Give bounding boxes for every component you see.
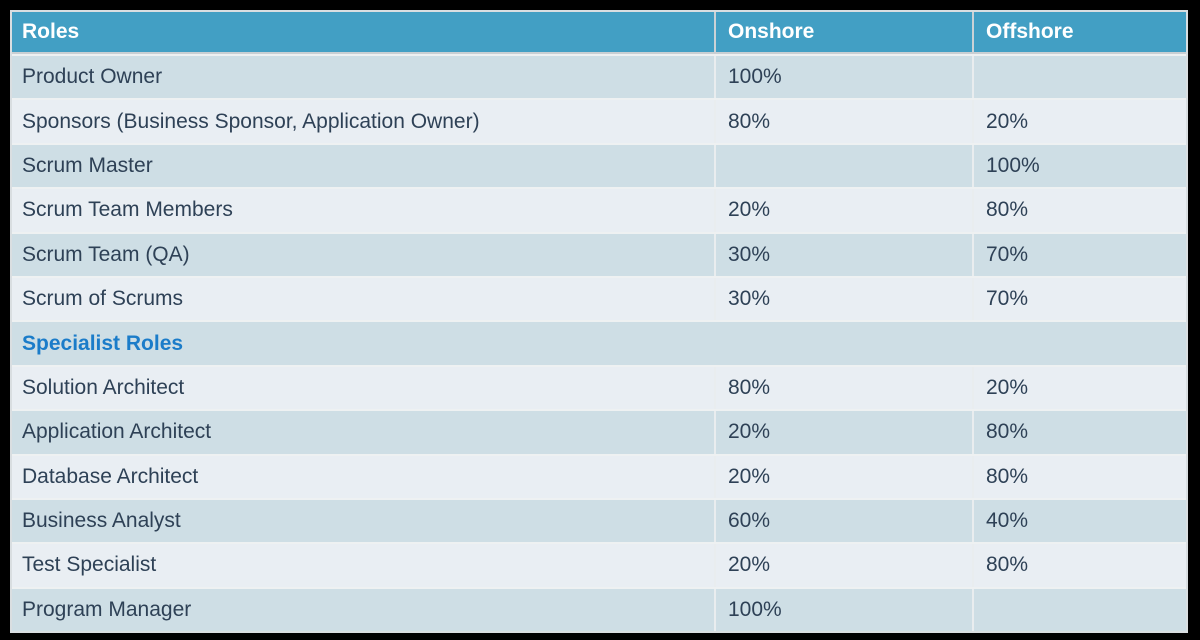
role-cell: Program Manager — [22, 597, 192, 621]
offshore-cell: 80% — [972, 189, 1186, 232]
table-row: Database Architect 20% 80% — [12, 453, 1186, 498]
onshore-cell: 30% — [714, 277, 972, 321]
header-offshore: Offshore — [972, 12, 1186, 52]
offshore-cell: 40% — [972, 499, 1186, 543]
table-header-row: Roles Onshore Offshore — [12, 12, 1186, 54]
onshore-cell: 60% — [714, 499, 972, 543]
role-cell: Scrum Team Members — [22, 198, 233, 222]
table-row: Sponsors (Business Sponsor, Application … — [12, 98, 1186, 143]
offshore-cell: 80% — [972, 455, 1186, 498]
role-cell: Scrum Team (QA) — [22, 242, 190, 266]
role-cell: Sponsors (Business Sponsor, Application … — [22, 109, 480, 133]
table-row: Scrum Team Members 20% 80% — [12, 187, 1186, 232]
table-row: Scrum of Scrums 30% 70% — [12, 275, 1186, 321]
table-row: Product Owner 100% — [12, 54, 1186, 99]
onshore-cell: 30% — [714, 233, 972, 276]
offshore-cell: 70% — [972, 233, 1186, 276]
offshore-cell: 80% — [972, 544, 1186, 587]
role-cell: Database Architect — [22, 464, 199, 488]
header-roles: Roles — [22, 20, 80, 43]
role-cell: Scrum Master — [22, 153, 153, 177]
table-row: Application Architect 20% 80% — [12, 409, 1186, 454]
role-cell: Scrum of Scrums — [22, 287, 184, 311]
table-row: Test Specialist 20% 80% — [12, 542, 1186, 587]
table-row: Scrum Master 100% — [12, 142, 1186, 188]
role-cell: Solution Architect — [22, 375, 185, 399]
header-onshore: Onshore — [714, 12, 972, 52]
role-cell: Test Specialist — [22, 553, 157, 577]
table-row: Solution Architect 80% 20% — [12, 364, 1186, 410]
offshore-cell: 20% — [972, 366, 1186, 410]
table-row: Scrum Team (QA) 30% 70% — [12, 231, 1186, 276]
onshore-cell: 100% — [714, 56, 972, 99]
offshore-cell: 20% — [972, 100, 1186, 143]
role-cell: Business Analyst — [22, 509, 181, 533]
offshore-cell — [972, 588, 1186, 632]
offshore-cell — [972, 56, 1186, 99]
onshore-cell: 20% — [714, 544, 972, 587]
roles-allocation-table: Roles Onshore Offshore Product Owner 100… — [10, 10, 1188, 633]
table-section-row: Specialist Roles — [12, 320, 1186, 365]
onshore-cell: 20% — [714, 189, 972, 232]
role-cell: Application Architect — [22, 420, 212, 444]
offshore-cell: 100% — [972, 144, 1186, 188]
offshore-cell: 80% — [972, 411, 1186, 454]
section-title: Specialist Roles — [22, 331, 184, 355]
onshore-cell: 20% — [714, 455, 972, 498]
table-row: Program Manager 100% — [12, 586, 1186, 632]
onshore-cell: 80% — [714, 366, 972, 410]
offshore-cell: 70% — [972, 277, 1186, 321]
role-cell: Product Owner — [22, 65, 163, 89]
onshore-cell — [714, 144, 972, 188]
onshore-cell: 20% — [714, 411, 972, 454]
onshore-cell: 100% — [714, 588, 972, 632]
table-row: Business Analyst 60% 40% — [12, 497, 1186, 543]
onshore-cell: 80% — [714, 100, 972, 143]
